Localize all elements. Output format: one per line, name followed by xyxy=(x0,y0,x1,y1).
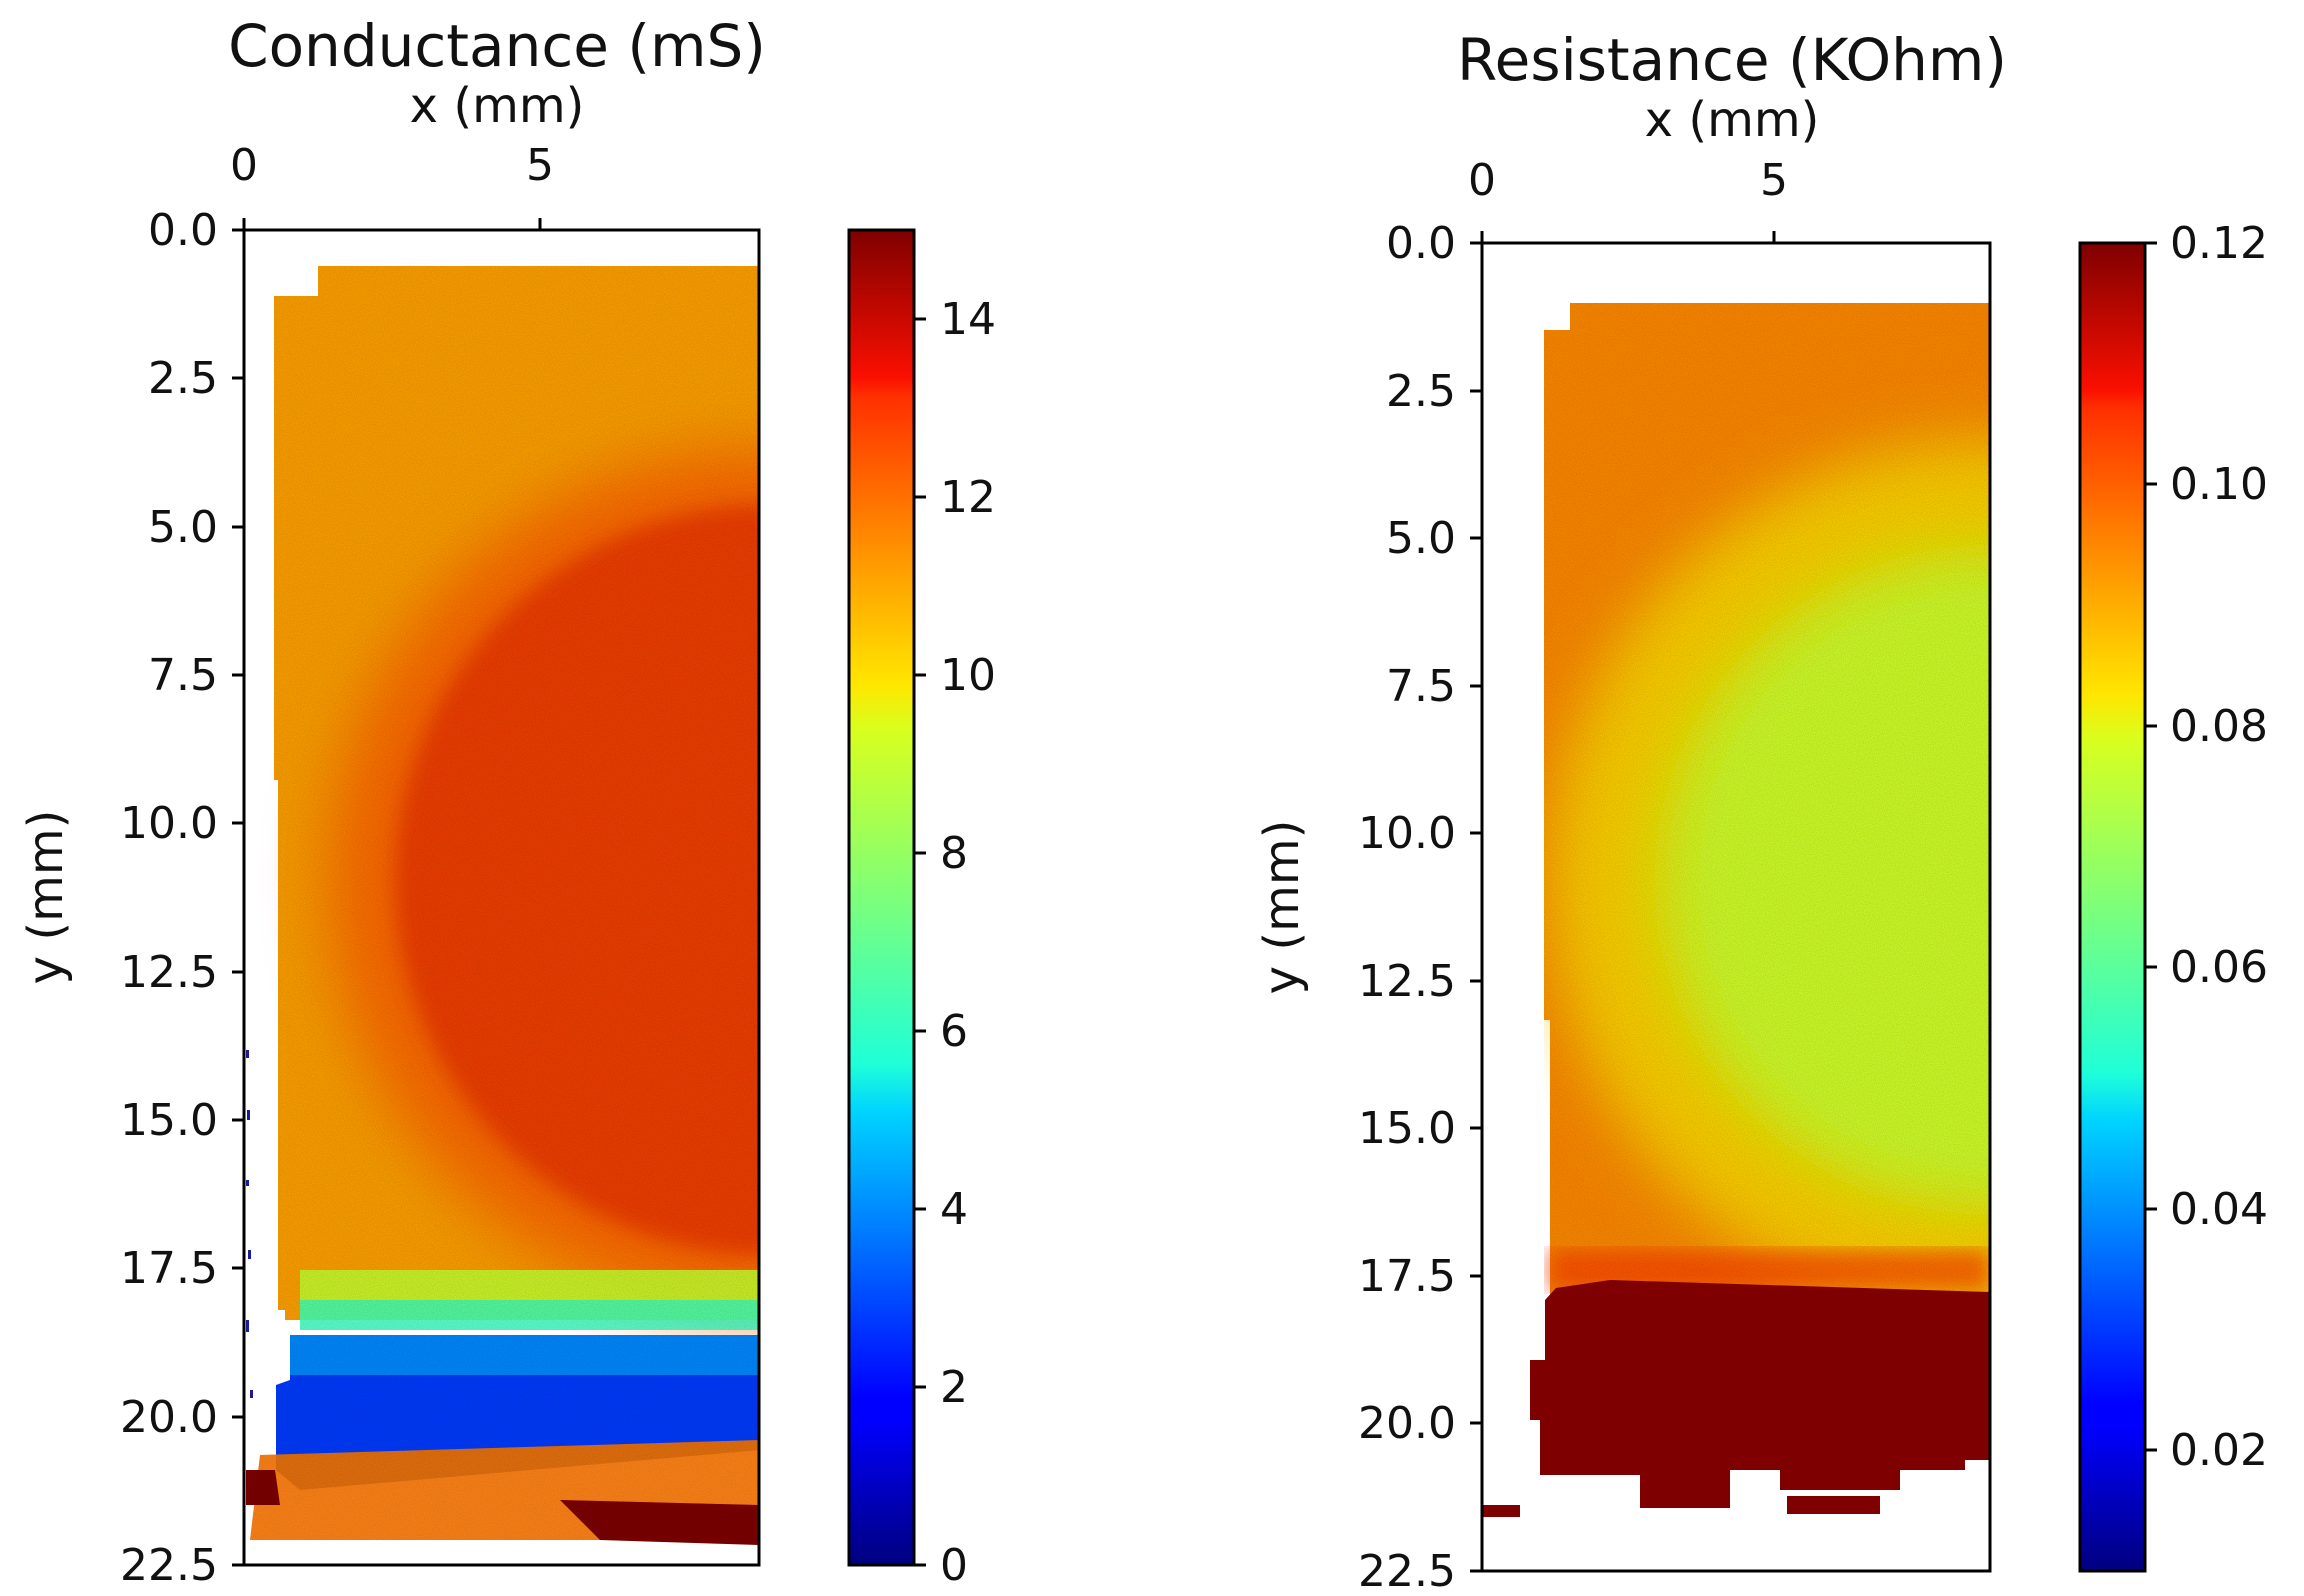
y-ticks: 0.0 2.5 5.0 7.5 10.0 12.5 15.0 17.5 20.0… xyxy=(120,205,244,1591)
x-tick-label: 0 xyxy=(230,140,258,191)
colorbar-tick-label: 4 xyxy=(940,1184,968,1235)
y-tick-label: 5.0 xyxy=(1386,513,1456,564)
y-tick-label: 5.0 xyxy=(148,502,218,553)
chart-title: Conductance (mS) xyxy=(228,12,766,80)
y-tick-label: 10.0 xyxy=(1358,808,1456,859)
x-tick-label: 0 xyxy=(1468,155,1496,206)
plot-frame xyxy=(1480,241,1992,1573)
y-tick-label: 22.5 xyxy=(120,1540,218,1591)
y-tick-label: 20.0 xyxy=(1358,1398,1456,1449)
y-tick-label: 7.5 xyxy=(148,650,218,701)
y-tick-label: 22.5 xyxy=(1358,1546,1456,1596)
x-ticks: 0 5 xyxy=(1468,155,1788,243)
heatmap-image xyxy=(1482,303,1990,1517)
y-axis-label: y (mm) xyxy=(1254,820,1310,995)
y-tick-label: 15.0 xyxy=(120,1095,218,1146)
y-tick-label: 15.0 xyxy=(1358,1103,1456,1154)
heatmap-region-bottom-band-light xyxy=(290,1335,759,1375)
y-tick-label: 12.5 xyxy=(120,947,218,998)
y-ticks: 0.0 2.5 5.0 7.5 10.0 12.5 15.0 17.5 20.0… xyxy=(1358,218,1482,1596)
heatmap-region-bottom-dark xyxy=(560,1500,759,1545)
heatmap-image xyxy=(246,266,759,1545)
heatmap-region-bottom-band xyxy=(1530,1280,1990,1508)
colorbar-tick-label: 6 xyxy=(940,1006,968,1057)
colorbar-frame xyxy=(2078,241,2147,1573)
y-tick-label: 12.5 xyxy=(1358,956,1456,1007)
y-axis-label: y (mm) xyxy=(18,810,74,985)
colorbar-tick-label: 0.06 xyxy=(2170,942,2268,993)
y-tick-label: 2.5 xyxy=(148,353,218,404)
heatmap-region-core xyxy=(1660,550,1990,1210)
colorbar-tick-label: 8 xyxy=(940,828,968,879)
colorbar-tick-label: 0 xyxy=(940,1540,968,1591)
colorbar-tick-label: 10 xyxy=(940,650,996,701)
colorbar: 0.02 0.04 0.06 0.08 0.10 0.12 xyxy=(2078,218,2268,1573)
plot-frame xyxy=(242,228,761,1567)
colorbar-tick-label: 14 xyxy=(940,294,996,345)
y-tick-label: 20.0 xyxy=(120,1392,218,1443)
x-axis-label: x (mm) xyxy=(410,78,585,134)
y-tick-label: 0.0 xyxy=(1386,218,1456,269)
colorbar: 0 2 4 6 8 10 12 14 xyxy=(847,228,996,1591)
heatmap-region-bottom-fragment xyxy=(1482,1505,1520,1517)
conductance-chart: Conductance (mS) x (mm) y (mm) xyxy=(18,12,996,1591)
heatmap-region-transition-2 xyxy=(300,1300,759,1330)
colorbar-tick-label: 0.12 xyxy=(2170,218,2268,269)
heatmap-speckles xyxy=(246,1050,253,1398)
x-tick-label: 5 xyxy=(1760,155,1788,206)
colorbar-tick-label: 0.10 xyxy=(2170,459,2268,510)
colorbar-tick-label: 0.04 xyxy=(2170,1184,2268,1235)
colorbar-gradient xyxy=(849,230,914,1565)
y-tick-label: 7.5 xyxy=(1386,661,1456,712)
y-tick-label: 10.0 xyxy=(120,798,218,849)
colorbar-tick-label: 0.08 xyxy=(2170,701,2268,752)
resistance-chart: Resistance (KOhm) x (mm) y (mm) xyxy=(1254,26,2268,1596)
y-tick-label: 2.5 xyxy=(1386,366,1456,417)
colorbar-gradient xyxy=(2080,243,2145,1571)
y-tick-label: 0.0 xyxy=(148,205,218,256)
chart-title: Resistance (KOhm) xyxy=(1457,26,2007,94)
heatmap-region-bottom-dark-left xyxy=(246,1470,280,1505)
colorbar-tick-label: 12 xyxy=(940,472,996,523)
heatmap-region-core xyxy=(395,505,759,1255)
x-axis-label: x (mm) xyxy=(1645,92,1820,148)
y-tick-label: 17.5 xyxy=(1358,1251,1456,1302)
colorbar-frame xyxy=(847,228,916,1567)
x-tick-label: 5 xyxy=(526,140,554,191)
colorbar-tick-label: 0.02 xyxy=(2170,1425,2268,1476)
heatmap-region-bottom-fragment xyxy=(1787,1496,1880,1514)
colorbar-tick-label: 2 xyxy=(940,1362,968,1413)
y-tick-label: 17.5 xyxy=(120,1243,218,1294)
x-ticks: 0 5 xyxy=(230,140,554,230)
